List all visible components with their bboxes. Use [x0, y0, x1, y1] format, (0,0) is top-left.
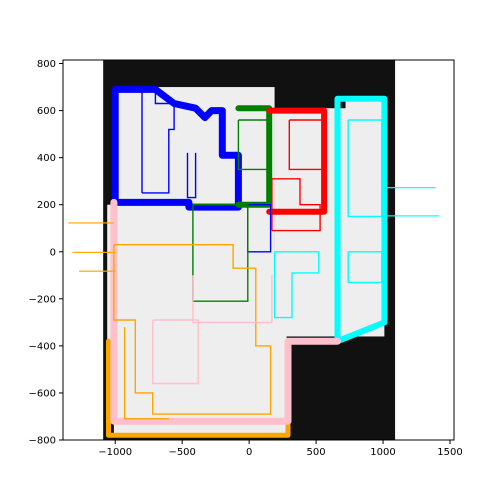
region-outline-blue	[111, 85, 242, 211]
y-tick-label: −200	[29, 294, 56, 305]
x-axis: −1000 −500 0 500 1000 1500	[98, 440, 463, 458]
box-red	[271, 178, 321, 232]
axes-frame	[62, 59, 455, 441]
x-tick-label: −500	[168, 447, 195, 458]
y-tick-label: −400	[29, 341, 56, 352]
box-cyan	[273, 251, 320, 319]
box-pink	[192, 275, 273, 324]
box-pink	[151, 319, 199, 385]
y-tick-label: 800	[37, 59, 56, 70]
protrusion-orange	[79, 270, 116, 272]
box-cyan	[347, 119, 383, 218]
y-tick-label: 0	[50, 247, 56, 258]
box-blue	[186, 152, 197, 199]
protrusion-cyan	[384, 215, 440, 217]
box-green	[237, 119, 272, 171]
x-tick-label: 1500	[437, 447, 462, 458]
free-region	[182, 294, 287, 436]
plot-area	[62, 59, 455, 441]
box-cyan	[347, 251, 383, 284]
box-green	[192, 203, 249, 302]
free-region	[345, 98, 385, 337]
x-tick-label: −1000	[98, 447, 132, 458]
protrusion-cyan	[384, 187, 436, 189]
region-outline-cyan	[334, 95, 388, 345]
protrusion-orange	[72, 251, 116, 253]
map-layer	[68, 60, 440, 440]
region-outline-pink	[110, 198, 341, 425]
y-tick-label: 200	[37, 200, 56, 211]
y-tick-label: −600	[29, 388, 56, 399]
box-orange	[123, 327, 169, 420]
x-tick-label: 500	[307, 447, 326, 458]
y-tick-label: −800	[29, 436, 56, 447]
box-red	[288, 119, 325, 171]
x-tick-label: 0	[246, 447, 252, 458]
y-axis: 800 600 400 200 0 −200 −400 −600 −800	[29, 59, 63, 447]
protrusion-orange	[68, 222, 114, 224]
x-tick-label: 1000	[370, 447, 395, 458]
box-blue	[141, 88, 175, 194]
y-tick-label: 600	[37, 106, 56, 117]
y-tick-label: 400	[37, 153, 56, 164]
box-orange	[113, 243, 272, 415]
